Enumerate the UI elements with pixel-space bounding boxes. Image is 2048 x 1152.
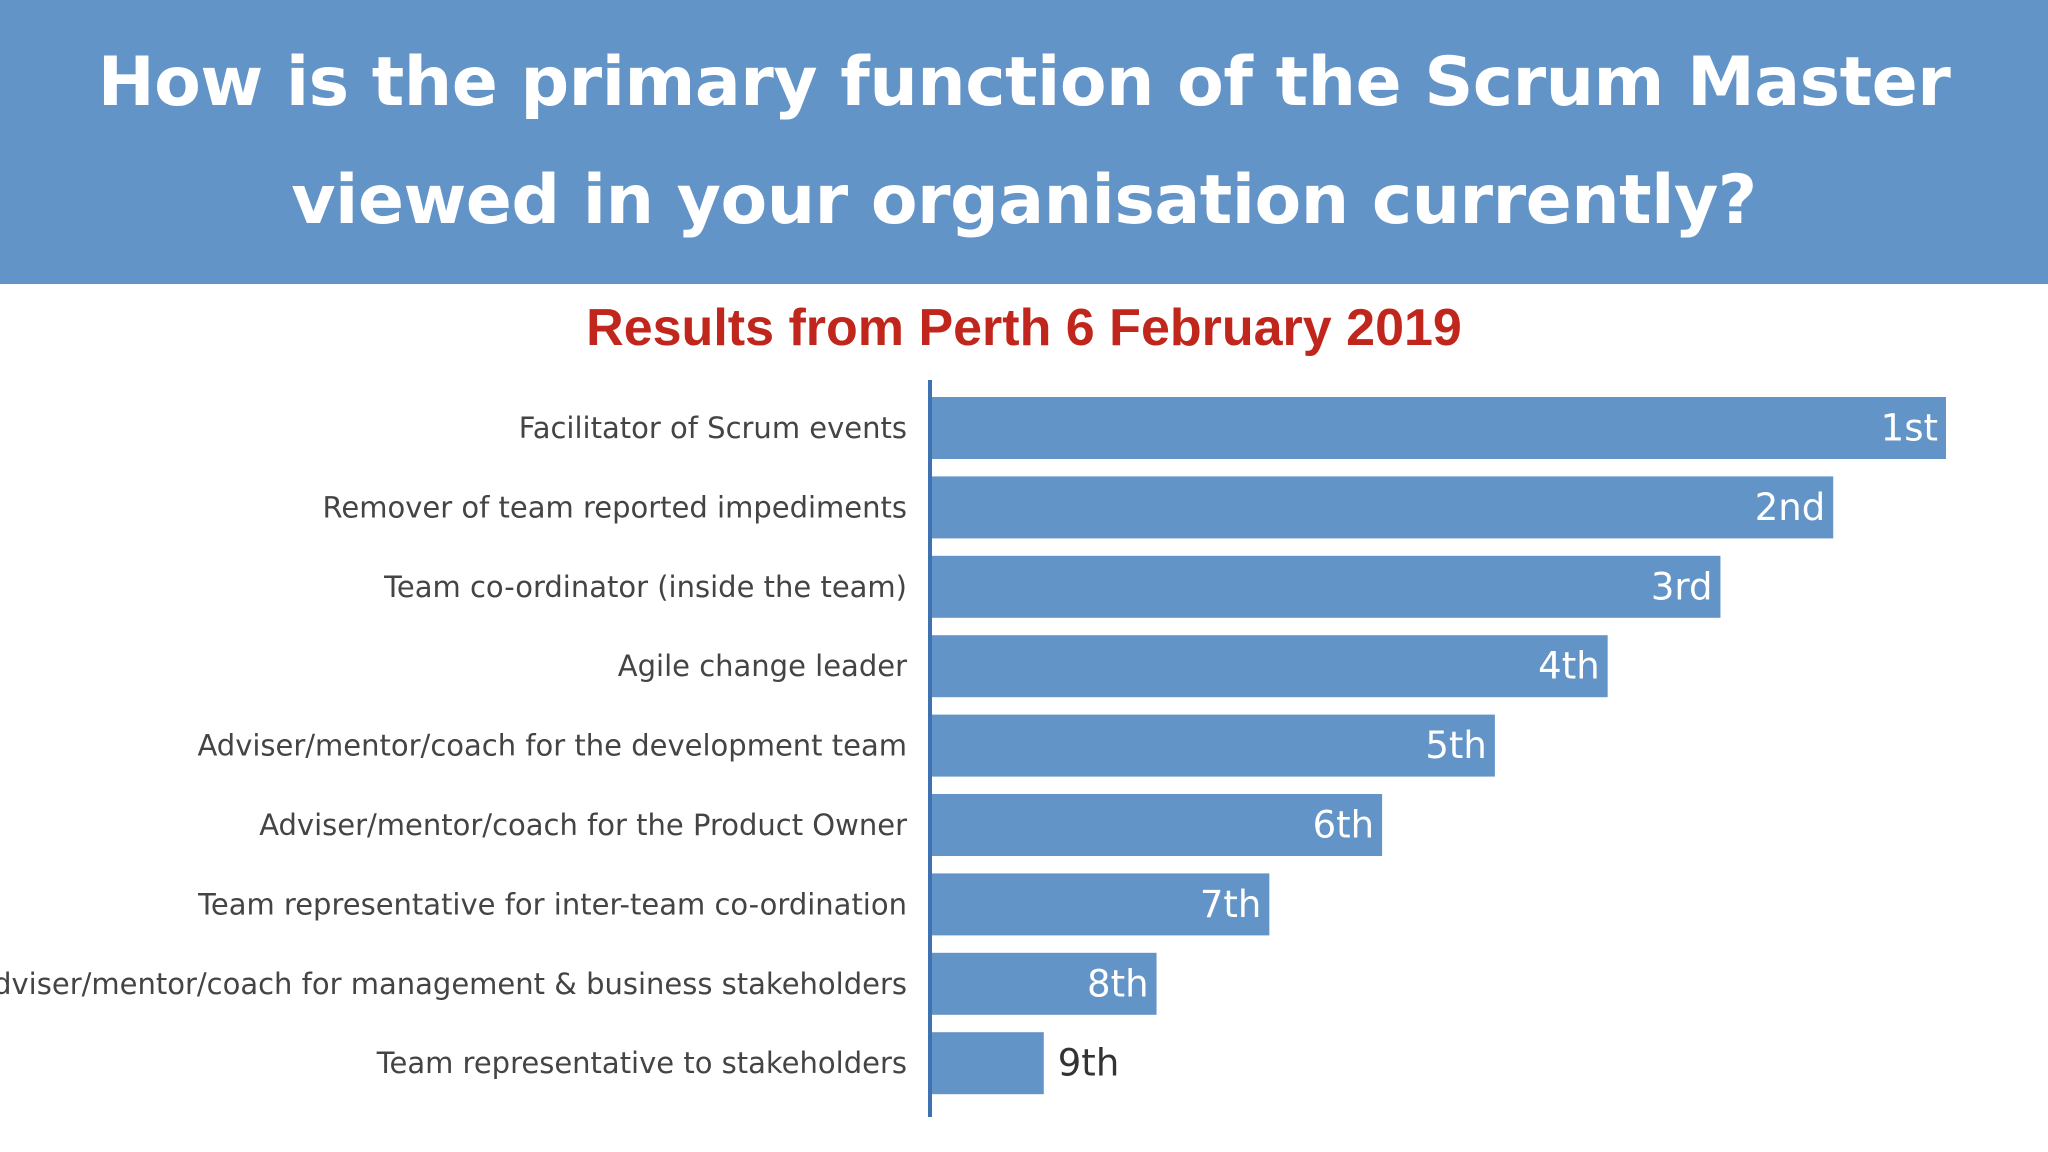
data-labels-group: 1st 2nd 3rd 4th 5th 6th 7th 8th 9th <box>1058 407 1938 1085</box>
category-label: Adviser/mentor/coach for the Product Own… <box>259 808 907 842</box>
header-banner: How is the primary function of the Scrum… <box>0 0 2048 284</box>
chart-title-line-1: How is the primary function of the Scrum… <box>97 43 1951 122</box>
bar-5 <box>931 714 1495 777</box>
data-label: 3rd <box>1651 565 1713 608</box>
bars-group <box>931 397 1946 1095</box>
data-label: 2nd <box>1755 486 1825 529</box>
category-label: Team representative for inter-team co-or… <box>197 887 907 921</box>
bar-8 <box>931 952 1157 1015</box>
data-label: 5th <box>1425 724 1487 767</box>
bar-9 <box>931 1032 1044 1095</box>
data-label: 4th <box>1538 645 1600 688</box>
data-label: 8th <box>1087 962 1149 1005</box>
bar-7 <box>931 873 1270 936</box>
category-label: Team representative to stakeholders <box>376 1046 907 1080</box>
bar-4 <box>931 635 1608 698</box>
category-label: Adviser/mentor/coach for management & bu… <box>0 967 907 1001</box>
chart-title-line-2: viewed in your organisation currently? <box>291 161 1757 240</box>
category-labels-group: Facilitator of Scrum events Remover of te… <box>0 411 907 1080</box>
data-label: 9th <box>1058 1042 1120 1085</box>
category-label: Remover of team reported impediments <box>323 490 907 524</box>
bar-2 <box>931 476 1834 539</box>
data-label: 1st <box>1881 407 1938 450</box>
bar-6 <box>931 794 1383 856</box>
chart-subtitle: Results from Perth 6 February 2019 <box>586 299 1462 357</box>
bar-3 <box>931 555 1721 618</box>
bar-1 <box>931 397 1946 459</box>
data-label: 7th <box>1200 883 1262 926</box>
category-label: Agile change leader <box>618 649 907 683</box>
category-label: Adviser/mentor/coach for the development… <box>197 729 907 763</box>
data-label: 6th <box>1313 804 1375 847</box>
category-label: Team co-ordinator (inside the team) <box>383 570 907 604</box>
category-label: Facilitator of Scrum events <box>519 411 907 445</box>
